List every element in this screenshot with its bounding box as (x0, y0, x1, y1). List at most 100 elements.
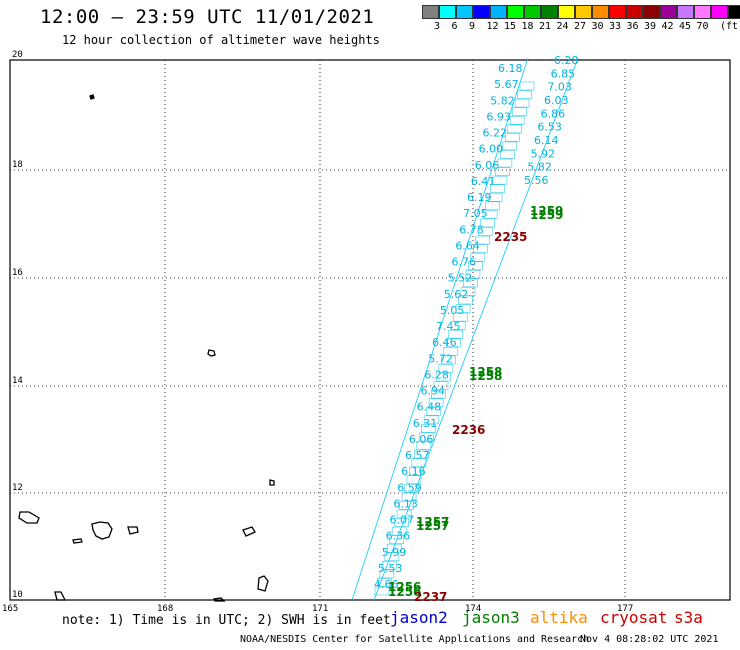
legend-tick-label: 27 (574, 21, 587, 32)
pass-time-label: 1259 (530, 204, 563, 218)
legend-tick-label: 70 (696, 21, 709, 32)
island (242, 526, 256, 537)
overlapped-label-mark (409, 466, 424, 476)
overlapped-label-mark (443, 347, 459, 356)
pass-time-label: 2237 (414, 590, 447, 604)
latitude-label: 10 (12, 590, 23, 600)
latitude-label: 18 (12, 160, 23, 170)
wave-height-label: 6.85 (551, 67, 576, 80)
overlapped-label-mark (507, 124, 523, 134)
overlapped-label-mark (453, 312, 468, 322)
legend-swatch (592, 5, 609, 19)
overlapped-label-mark (441, 355, 456, 365)
pass-time-label: 1257 (416, 519, 449, 533)
overlapped-label-mark (502, 141, 518, 151)
wave-height-label: 7.03 (547, 81, 572, 94)
satellite-altika: altika (530, 608, 588, 627)
wave-height-label: 5.72 (428, 352, 453, 365)
overlapped-label-mark (504, 133, 520, 142)
overlapped-label-mark (431, 389, 446, 399)
overlapped-label-mark (465, 270, 481, 279)
overlapped-label-mark (487, 192, 503, 202)
overlapped-label-mark (433, 381, 449, 390)
latitude-labels: 20 18 16 14 12 10 (12, 50, 23, 600)
legend-tick-label: 12 (486, 21, 499, 32)
overlapped-label-mark (416, 441, 432, 450)
overlapped-label-mark (497, 158, 513, 168)
island (18, 511, 40, 524)
overlapped-label-mark (423, 415, 439, 425)
overlapped-label-mark (374, 586, 390, 596)
wave-height-label: 6.76 (452, 256, 477, 269)
pass-time-label: 1259 (530, 208, 563, 222)
wave-height-label: 6.78 (459, 223, 484, 236)
overlapped-label-mark (411, 458, 427, 467)
chart-subtitle: 12 hour collection of altimeter wave hei… (62, 33, 380, 47)
wave-height-label: 6.41 (471, 175, 496, 188)
wave-height-label: 6.00 (479, 143, 504, 156)
legend-unit: (ft) (720, 21, 740, 32)
wave-height-label: 6.06 (475, 159, 500, 172)
overlapped-label-mark (480, 218, 495, 228)
overlapped-label-mark (455, 304, 471, 313)
wave-height-label: 6.19 (467, 191, 492, 204)
overlapped-label-mark (404, 483, 419, 493)
pass-time-label: 1256 (388, 580, 421, 594)
overlapped-label-mark (445, 338, 461, 348)
overlapped-label-mark (436, 372, 451, 382)
overlapped-label-mark (492, 175, 508, 185)
island (91, 521, 113, 540)
overlapped-label-mark (463, 278, 478, 288)
island (89, 94, 95, 100)
overlapped-label-mark (448, 329, 464, 339)
legend-tick-label: 18 (521, 21, 534, 32)
wave-height-label: 5.62 (444, 288, 469, 301)
overlapped-label-mark (500, 150, 515, 159)
overlapped-label-mark (519, 81, 535, 91)
wave-height-label: 6.13 (393, 497, 418, 510)
color-scale-legend (422, 5, 740, 19)
legend-swatch (490, 5, 507, 19)
legend-swatch (711, 5, 728, 19)
overlapped-label-mark (468, 261, 483, 271)
overlapped-label-mark (458, 295, 473, 305)
legend-swatch (422, 5, 439, 19)
overlapped-label-mark (460, 287, 476, 296)
wave-height-label: 6.28 (554, 54, 579, 67)
legend-tick-label: 21 (539, 21, 552, 32)
legend-tick-label: 9 (469, 21, 476, 32)
legend-tick-label: 42 (661, 21, 674, 32)
overlapped-label-mark (475, 235, 491, 245)
wave-height-label: 6.22 (483, 127, 508, 140)
island (207, 349, 216, 357)
overlapped-label-mark (517, 90, 532, 99)
legend-tick-label: 24 (556, 21, 569, 32)
longitude-label: 165 (2, 604, 18, 614)
overlapped-label-mark (426, 406, 441, 416)
satellite-jason3: jason3 (462, 608, 520, 627)
overlapped-label-mark (450, 321, 466, 330)
wave-height-label: 6.64 (455, 239, 480, 252)
overlapped-label-mark (384, 552, 400, 562)
legend-tick-label: 3 (434, 21, 441, 32)
legend-swatch (524, 5, 541, 19)
latitude-label: 16 (12, 268, 23, 278)
overlapped-label-mark (473, 244, 488, 253)
island (72, 538, 83, 544)
lat-lon-grid (9, 59, 731, 601)
island (213, 597, 226, 602)
legend-swatch (541, 5, 558, 19)
overlapped-label-mark (406, 475, 422, 485)
overlapped-label-mark (394, 518, 409, 527)
pass-time-label: 1256 (388, 585, 421, 599)
legend-swatch (660, 5, 677, 19)
island (54, 591, 67, 601)
pass-time-label: 1257 (416, 515, 449, 529)
wave-height-label: 6.53 (537, 121, 562, 134)
map-frame (9, 59, 731, 601)
satellite-cryosat: cryosat (600, 608, 668, 627)
wave-height-label: 5.56 (524, 174, 549, 187)
pass-time-label: 1258 (469, 365, 502, 379)
